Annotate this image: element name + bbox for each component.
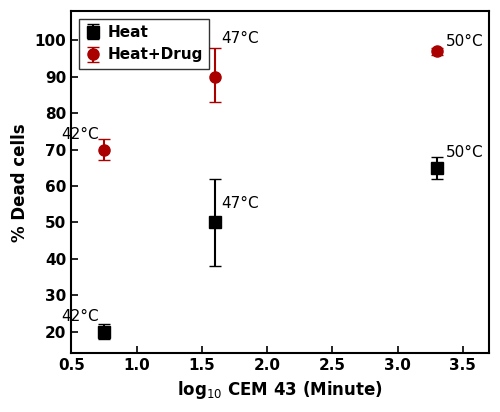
Text: 47°C: 47°C <box>222 31 259 46</box>
Legend: Heat, Heat+Drug: Heat, Heat+Drug <box>79 19 210 69</box>
Text: 42°C: 42°C <box>61 309 98 324</box>
X-axis label: log$_{10}$ CEM 43 (Minute): log$_{10}$ CEM 43 (Minute) <box>177 379 383 401</box>
Text: 50°C: 50°C <box>446 145 484 160</box>
Text: 42°C: 42°C <box>61 127 98 142</box>
Text: 50°C: 50°C <box>446 34 484 49</box>
Text: 47°C: 47°C <box>222 197 259 211</box>
Y-axis label: % Dead cells: % Dead cells <box>11 123 29 241</box>
